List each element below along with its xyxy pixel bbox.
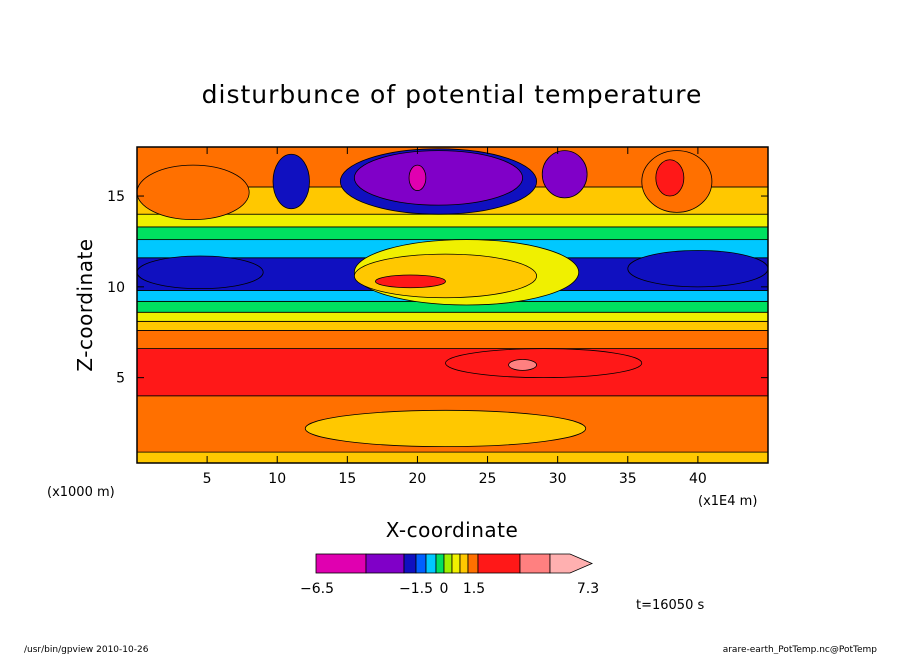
- footer-right: arare-earth_PotTemp.nc@PotTemp: [723, 645, 878, 654]
- contour-feature-9: [137, 255, 264, 290]
- x-tick-label-1: 10: [268, 471, 286, 487]
- contour-layer-0: [137, 451, 768, 463]
- colorbar-label-4: 7.3: [577, 581, 599, 597]
- contour-feature-2: [408, 164, 427, 191]
- colorbar-segment-11: [519, 553, 551, 574]
- contour-feature-4: [272, 153, 310, 210]
- x-tick-label-3: 20: [409, 471, 427, 487]
- contour-features: [137, 148, 768, 448]
- colorbar-segment-8: [459, 553, 469, 574]
- contour-layer-10: [137, 226, 768, 241]
- x-tick-label-2: 15: [338, 471, 356, 487]
- colorbar-segment-4: [425, 553, 437, 574]
- y-axis-label: Z-coordinate: [73, 238, 97, 371]
- x-tick-label-4: 25: [479, 471, 497, 487]
- colorbar-label-2: 0: [440, 581, 449, 597]
- colorbar-segment-10: [477, 553, 521, 574]
- contour-feature-15: [304, 409, 587, 448]
- colorbar-labels: −6.5 −1.5 0 1.5 7.3: [300, 581, 599, 597]
- colorbar-segment-2: [403, 553, 417, 574]
- colorbar-segment-6: [443, 553, 453, 574]
- contour-feature-3: [541, 150, 588, 199]
- colorbar-segment-3: [415, 553, 427, 574]
- contour-feature-11: [353, 253, 538, 299]
- contour-layer-2: [137, 348, 768, 397]
- colorbar-label-3: 1.5: [463, 581, 485, 597]
- x-tick-label-7: 40: [689, 471, 707, 487]
- contour-feature-8: [627, 250, 768, 288]
- colorbar-label-0: −6.5: [300, 581, 334, 597]
- y-tick-label-2: 15: [107, 189, 125, 205]
- y-axis-unit: (x1000 m): [47, 485, 115, 500]
- contour-feature-1: [353, 150, 524, 206]
- colorbar-segment-7: [451, 553, 461, 574]
- chart-title: disturbunce of potential temperature: [202, 80, 703, 109]
- contour-layer-11: [137, 213, 768, 228]
- contour-layer-4: [137, 320, 768, 331]
- contour-feature-6: [655, 159, 685, 197]
- x-tick-label-6: 35: [619, 471, 637, 487]
- x-tick-label-5: 30: [549, 471, 567, 487]
- colorbar-segment-9: [467, 553, 479, 574]
- plot-frame: [136, 146, 769, 464]
- time-annotation: t=16050 s: [636, 598, 704, 613]
- colorbar-arrow: [549, 553, 594, 574]
- contour-feature-7: [137, 164, 250, 221]
- colorbar-segment-1: [365, 553, 405, 574]
- x-axis-label: X-coordinate: [386, 518, 519, 542]
- colorbar-segment-5: [435, 553, 445, 574]
- footer-left: /usr/bin/gpview 2010-10-26: [24, 645, 149, 654]
- colorbar: [315, 553, 594, 574]
- y-tick-label-0: 5: [116, 371, 125, 387]
- x-axis-ticks: 5 10 15 20 25 30 35 40: [203, 147, 707, 487]
- contour-layer-5: [137, 311, 768, 322]
- colorbar-segment-0: [315, 553, 367, 574]
- x-tick-label-0: 5: [203, 471, 212, 487]
- plot-area: [137, 147, 768, 463]
- y-tick-label-1: 10: [107, 280, 125, 296]
- contour-layer-3: [137, 330, 768, 349]
- contour-feature-13: [445, 348, 643, 379]
- y-axis-ticks: 5 10 15: [107, 189, 768, 387]
- x-axis-unit: (x1E4 m): [698, 494, 757, 509]
- contour-feature-12: [374, 274, 446, 289]
- contour-feature-14: [508, 359, 538, 371]
- colorbar-label-1: −1.5: [399, 581, 433, 597]
